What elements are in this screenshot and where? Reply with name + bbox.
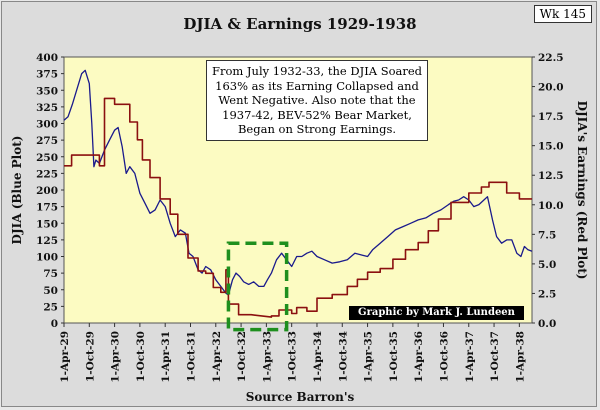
y-left-axis-title: DJIA (Blue Plot): [10, 136, 24, 245]
x-tick-label: 1-Oct-31: [185, 331, 197, 382]
annotation-box: From July 1932-33, the DJIA Soared 163% …: [206, 60, 428, 141]
y-left-tick-label: 25: [43, 301, 58, 313]
highlight-box: [226, 241, 289, 332]
x-tick-label: 1-Apr-37: [464, 331, 476, 383]
y-left-tick-label: 100: [36, 252, 58, 264]
y-right-tick-label: 2.5: [538, 288, 556, 300]
x-tick-label: 1-Oct-36: [438, 331, 450, 382]
x-tick-label: 1-Apr-35: [363, 331, 375, 383]
x-tick-label: 1-Oct-32: [236, 331, 248, 382]
x-tick-label: 1-Apr-34: [312, 331, 324, 383]
y-left-tick-label: 350: [36, 85, 58, 97]
y-right-tick-label: 22.5: [538, 52, 564, 64]
x-tick-label: 1-Oct-33: [287, 331, 299, 382]
y-left-tick-label: 400: [36, 52, 58, 64]
x-tick-label: 1-Oct-37: [489, 331, 501, 382]
series-line-djia: [63, 69, 533, 296]
y-left-tick-label: 175: [36, 202, 58, 214]
y-left-tick-label: 75: [43, 268, 58, 280]
y-right-tick-label: 5.0: [538, 259, 556, 271]
x-tick-label: 1-Apr-32: [211, 331, 223, 383]
y-right-axis-title: DJIA's Earnings (Red Plot): [575, 101, 589, 280]
y-left-tick-label: 0: [51, 318, 58, 330]
y-right-tick-label: 12.5: [538, 170, 564, 182]
y-right-tick-label: 20.0: [538, 82, 564, 94]
y-left-tick-label: 50: [43, 285, 58, 297]
y-right-tick-label: 7.5: [538, 229, 556, 241]
week-badge: Wk 145: [533, 5, 592, 23]
y-left-tick-label: 275: [36, 135, 58, 147]
x-tick-label: 1-Oct-35: [388, 331, 400, 382]
y-right-tick-label: 10.0: [538, 200, 564, 212]
x-axis-title: Source Barron's: [246, 390, 355, 404]
y-left-tick-label: 125: [36, 235, 58, 247]
y-left-tick-label: 375: [36, 69, 58, 81]
y-left-tick-label: 250: [36, 152, 58, 164]
y-left-tick-label: 300: [36, 119, 58, 131]
x-tick-label: 1-Oct-30: [135, 331, 147, 382]
x-tick-label: 1-Apr-31: [160, 331, 172, 383]
y-left-tick-label: 325: [36, 102, 58, 114]
x-tick-label: 1-Apr-38: [514, 331, 526, 383]
y-left-tick-label: 150: [36, 218, 58, 230]
x-tick-label: 1-Apr-29: [59, 331, 71, 383]
x-tick-label: 1-Apr-33: [261, 331, 273, 383]
credit-label: Graphic by Mark J. Lundeen: [349, 306, 524, 320]
y-left-tick-label: 200: [36, 185, 58, 197]
x-tick-label: 1-Oct-34: [337, 331, 349, 382]
y-left-tick-label: 225: [36, 168, 58, 180]
x-tick-label: 1-Apr-30: [110, 331, 122, 383]
x-tick-label: 1-Apr-36: [413, 331, 425, 383]
series-line-earnings: [64, 97, 532, 318]
y-right-tick-label: 17.5: [538, 111, 564, 123]
y-right-tick-label: 15.0: [538, 141, 564, 153]
y-right-tick-label: 0.0: [538, 318, 556, 330]
x-tick-label: 1-Oct-29: [84, 331, 96, 382]
chart-title: DJIA & Earnings 1929-1938: [183, 15, 416, 33]
